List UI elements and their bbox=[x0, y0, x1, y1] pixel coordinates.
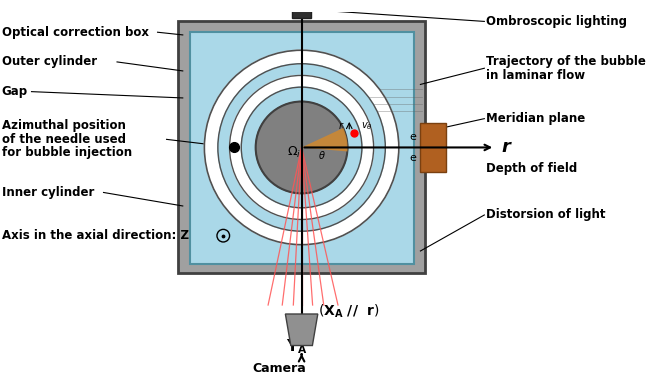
Text: Inner cylinder: Inner cylinder bbox=[2, 186, 94, 199]
Text: $v_\theta$: $v_\theta$ bbox=[361, 120, 373, 132]
Text: for bubble injection: for bubble injection bbox=[2, 146, 132, 159]
Text: Optical correction box: Optical correction box bbox=[2, 26, 148, 39]
Text: Distorsion of light: Distorsion of light bbox=[486, 209, 606, 221]
Text: of the needle used: of the needle used bbox=[2, 133, 126, 146]
Text: r: r bbox=[339, 121, 343, 131]
Bar bbox=[178, 21, 425, 274]
Text: Trajectory of the bubble: Trajectory of the bubble bbox=[486, 55, 646, 68]
Text: r: r bbox=[502, 139, 510, 156]
Text: e: e bbox=[410, 132, 416, 142]
Text: $({\bf X}_{\bf A}$ //  ${\bf r})$: $({\bf X}_{\bf A}$ // ${\bf r})$ bbox=[318, 303, 380, 320]
Circle shape bbox=[230, 75, 374, 219]
Text: $\theta$: $\theta$ bbox=[317, 149, 325, 161]
Circle shape bbox=[242, 87, 362, 208]
Text: Camera: Camera bbox=[252, 362, 306, 375]
Text: e: e bbox=[410, 153, 416, 163]
Text: Meridian plane: Meridian plane bbox=[486, 112, 585, 125]
Wedge shape bbox=[302, 128, 348, 151]
Circle shape bbox=[205, 50, 399, 245]
Polygon shape bbox=[285, 314, 318, 346]
Bar bbox=[420, 123, 446, 172]
Circle shape bbox=[218, 64, 385, 231]
Text: Ombroscopic lighting: Ombroscopic lighting bbox=[486, 15, 627, 28]
Text: Axis in the axial direction: Z: Axis in the axial direction: Z bbox=[2, 229, 189, 242]
Text: in laminar flow: in laminar flow bbox=[486, 69, 585, 82]
Text: Azimuthal position: Azimuthal position bbox=[2, 119, 125, 132]
Text: Gap: Gap bbox=[2, 85, 28, 98]
Text: Depth of field: Depth of field bbox=[486, 162, 578, 175]
Text: Outer cylinder: Outer cylinder bbox=[2, 55, 97, 68]
Bar bbox=[292, 2, 312, 18]
Text: $\Omega_i$: $\Omega_i$ bbox=[287, 144, 302, 159]
Circle shape bbox=[255, 101, 348, 194]
Text: ${\bf Y}_{\bf A}$: ${\bf Y}_{\bf A}$ bbox=[286, 337, 308, 356]
Bar bbox=[190, 32, 414, 264]
